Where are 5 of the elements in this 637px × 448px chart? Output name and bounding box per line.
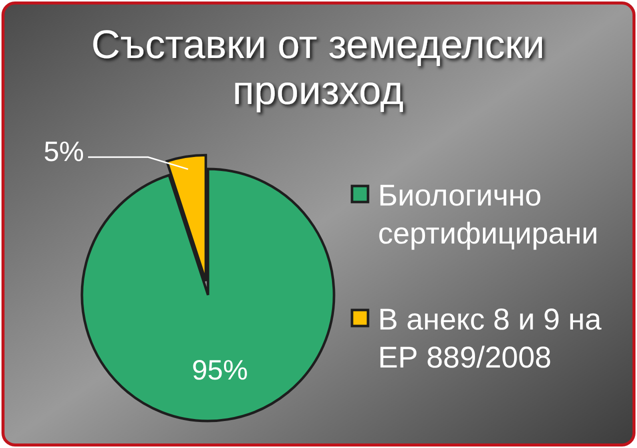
data-label: 5% [44, 136, 84, 167]
chart-title: Съставки от земеделски произход [91, 23, 545, 113]
legend-label: Биологично сертифицирани [378, 180, 598, 250]
data-label: 95% [192, 354, 248, 386]
legend-label: В анекс 8 и 9 на ЕР 889/2008 [378, 304, 602, 374]
